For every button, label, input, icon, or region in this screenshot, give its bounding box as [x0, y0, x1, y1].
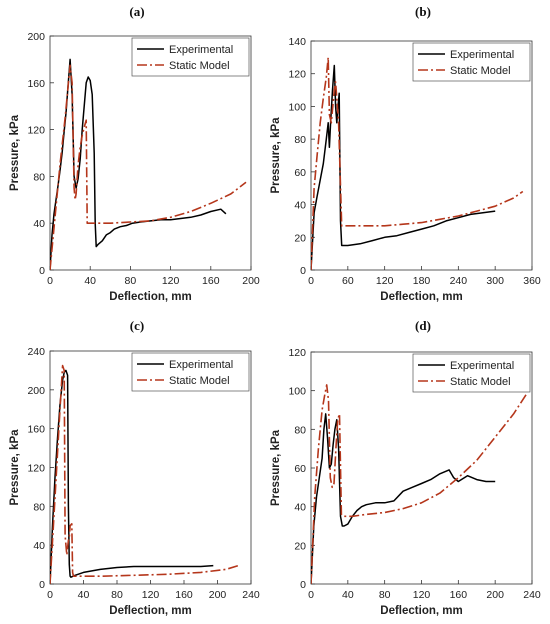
legend-label-experimental: Experimental	[169, 44, 233, 56]
x-tick-label: 80	[125, 275, 137, 287]
legend-label-static-model: Static Model	[450, 65, 511, 77]
legend-label-static-model: Static Model	[169, 375, 230, 387]
y-tick-label: 100	[288, 101, 306, 113]
y-tick-label: 60	[294, 463, 306, 475]
y-tick-label: 40	[33, 218, 45, 230]
y-axis-label: Pressure, kPa	[9, 429, 21, 506]
static-model-series-line	[311, 384, 529, 584]
y-tick-label: 140	[288, 36, 306, 48]
y-tick-label: 40	[33, 540, 45, 552]
legend: Experimental Static Model	[412, 42, 531, 82]
x-tick-label: 240	[242, 589, 260, 601]
y-axis-label: Pressure, kPa	[9, 114, 21, 191]
chart-panel-2: (b) 0 60 120 180 240 300 360 0 20 40 60 80 100 120 140 D…	[270, 4, 541, 303]
legend-label-experimental: Experimental	[450, 360, 514, 372]
x-tick-label: 80	[111, 589, 123, 601]
y-tick-label: 40	[294, 200, 306, 212]
legend-box	[412, 42, 531, 82]
x-tick-label: 120	[413, 589, 431, 601]
static-model-series-line	[50, 364, 239, 584]
y-axis-label: Pressure, kPa	[270, 429, 282, 506]
x-tick-label: 40	[78, 589, 90, 601]
x-tick-label: 300	[486, 275, 504, 287]
legend-box	[131, 352, 250, 392]
legend-label-experimental: Experimental	[450, 49, 514, 61]
x-tick-label: 0	[308, 589, 314, 601]
panel-label: (b)	[415, 4, 431, 19]
panel-label: (a)	[129, 4, 144, 19]
x-tick-label: 0	[47, 589, 53, 601]
chart-panel-4: (d) 0 40 80 120 160 200 240 0 20 40 60 80 100 120 Defle…	[270, 318, 541, 617]
y-tick-label: 20	[294, 232, 306, 244]
x-tick-label: 240	[523, 589, 541, 601]
x-axis-label: Deflection, mm	[109, 605, 191, 617]
y-tick-label: 60	[294, 167, 306, 179]
y-axis-label: Pressure, kPa	[270, 117, 282, 194]
x-tick-label: 200	[209, 589, 227, 601]
plot-frame	[49, 35, 252, 271]
y-tick-label: 0	[300, 265, 306, 277]
panel-label: (c)	[130, 318, 144, 333]
y-tick-label: 0	[300, 579, 306, 591]
x-tick-label: 200	[486, 589, 504, 601]
legend: Experimental Static Model	[412, 353, 531, 393]
y-tick-label: 80	[294, 134, 306, 146]
x-tick-label: 120	[142, 589, 160, 601]
x-tick-label: 160	[450, 589, 468, 601]
x-axis-label: Deflection, mm	[109, 291, 191, 303]
experimental-series-line	[50, 58, 227, 270]
experimental-series-line	[50, 369, 214, 584]
y-tick-label: 80	[294, 424, 306, 436]
legend: Experimental Static Model	[131, 37, 250, 77]
legend-box	[131, 37, 250, 77]
x-tick-label: 180	[413, 275, 431, 287]
y-tick-label: 20	[294, 540, 306, 552]
y-tick-label: 0	[39, 579, 45, 591]
legend: Experimental Static Model	[131, 352, 250, 392]
y-tick-label: 0	[39, 265, 45, 277]
experimental-series-line	[311, 413, 496, 584]
y-tick-label: 240	[27, 346, 45, 358]
chart-panel-1: (a) 0 40 80 120 160 200 0 40 80 120 160 200 Deflectio…	[9, 4, 260, 303]
y-tick-label: 100	[288, 386, 306, 398]
static-model-series-line	[311, 56, 524, 270]
x-tick-label: 60	[342, 275, 354, 287]
x-tick-label: 120	[162, 275, 180, 287]
x-axis-label: Deflection, mm	[380, 291, 462, 303]
y-tick-label: 120	[27, 463, 45, 475]
y-tick-label: 120	[27, 125, 45, 137]
x-tick-label: 240	[450, 275, 468, 287]
experimental-series-line	[311, 64, 496, 270]
legend-box	[412, 353, 531, 393]
y-tick-label: 120	[288, 69, 306, 81]
x-tick-label: 40	[342, 589, 354, 601]
static-model-series-line	[50, 64, 247, 270]
x-tick-label: 160	[175, 589, 193, 601]
x-tick-label: 40	[84, 275, 96, 287]
x-tick-label: 200	[242, 275, 260, 287]
y-tick-label: 120	[288, 347, 306, 359]
x-axis-label: Deflection, mm	[380, 605, 462, 617]
x-tick-label: 0	[308, 275, 314, 287]
panel-label: (d)	[415, 318, 431, 333]
legend-label-static-model: Static Model	[450, 376, 511, 388]
legend-label-static-model: Static Model	[169, 60, 230, 72]
y-tick-label: 200	[27, 385, 45, 397]
x-tick-label: 120	[376, 275, 394, 287]
chart-panel-3: (c) 0 40 80 120 160 200 240 0 40 80 120 160 200 240 Def…	[9, 318, 260, 617]
y-tick-label: 160	[27, 78, 45, 90]
x-tick-label: 360	[523, 275, 541, 287]
x-tick-label: 0	[47, 275, 53, 287]
y-tick-label: 200	[27, 31, 45, 43]
y-tick-label: 80	[33, 171, 45, 183]
x-tick-label: 80	[379, 589, 391, 601]
legend-label-experimental: Experimental	[169, 359, 233, 371]
y-tick-label: 40	[294, 502, 306, 514]
y-tick-label: 160	[27, 424, 45, 436]
x-tick-label: 160	[202, 275, 220, 287]
y-tick-label: 80	[33, 501, 45, 513]
